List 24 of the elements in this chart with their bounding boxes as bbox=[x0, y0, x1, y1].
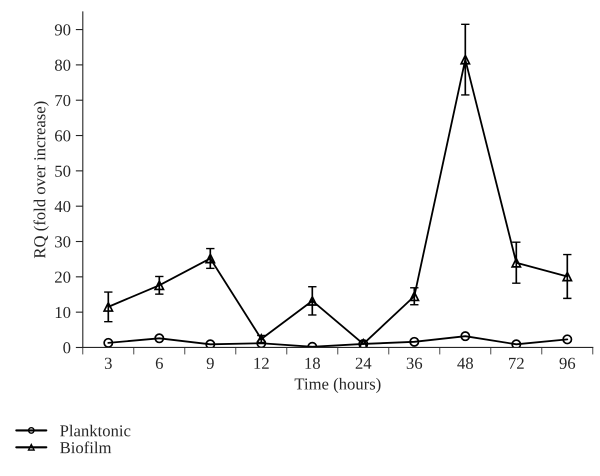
x-tick-label: 72 bbox=[509, 358, 524, 369]
x-tick-label: 3 bbox=[104, 358, 112, 369]
y-tick-label: 90 bbox=[54, 24, 70, 36]
y-tick-label: 40 bbox=[54, 200, 70, 212]
x-tick-label: 18 bbox=[305, 358, 320, 369]
y-tick-label: 60 bbox=[55, 130, 70, 142]
x-tick-label: 48 bbox=[457, 358, 473, 369]
legend-label: Biofilm bbox=[60, 441, 112, 454]
legend-label: Planktonic bbox=[60, 424, 130, 436]
x-tick-label: 9 bbox=[206, 358, 214, 369]
y-tick-label: 20 bbox=[55, 272, 70, 283]
y-tick-label: 30 bbox=[55, 236, 70, 248]
x-tick-label: 24 bbox=[356, 358, 372, 369]
y-tick-label: 70 bbox=[55, 94, 70, 106]
x-tick-label: 12 bbox=[254, 358, 269, 369]
x-tick-label: 36 bbox=[406, 358, 422, 369]
y-tick-label: 0 bbox=[63, 342, 70, 354]
y-tick-label: 10 bbox=[56, 306, 70, 318]
y-tick-label: 50 bbox=[55, 166, 70, 177]
x-tick-label: 6 bbox=[156, 358, 163, 369]
y-axis-title: RQ (fold over increase) bbox=[33, 102, 49, 258]
x-axis-title: Time (hours) bbox=[294, 378, 381, 393]
x-tick-label: 96 bbox=[560, 358, 576, 369]
y-tick-label: 80 bbox=[54, 60, 70, 71]
